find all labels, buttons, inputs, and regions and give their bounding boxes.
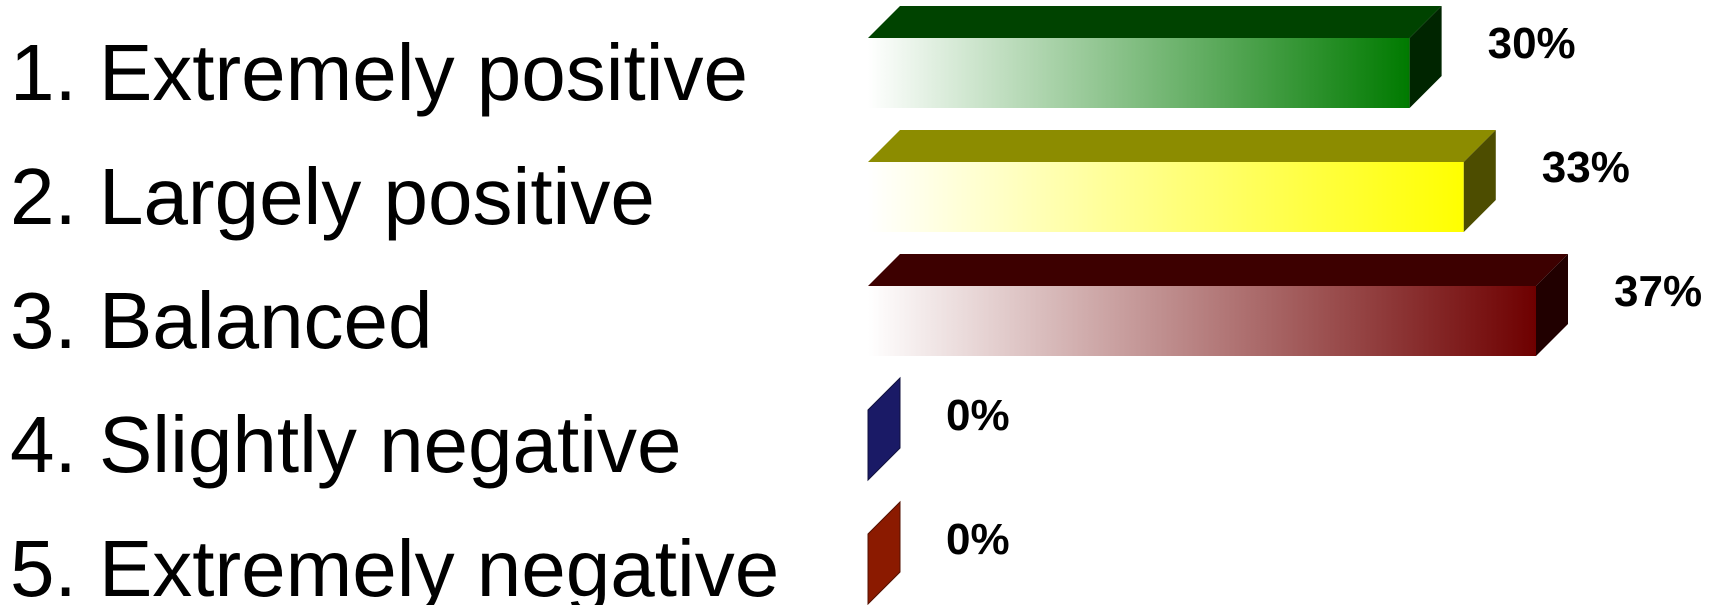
bar-side-face	[1536, 254, 1568, 356]
category-label: 4. Slightly negative	[10, 400, 682, 489]
bar-side-face	[1409, 6, 1442, 108]
bar-side-face	[1463, 130, 1496, 232]
value-label: 30%	[1488, 19, 1576, 68]
bar	[867, 500, 901, 606]
value-labels: 30% 33% 37% 0% 0%	[946, 19, 1702, 564]
value-label: 37%	[1614, 267, 1702, 316]
bar-side-face	[867, 500, 901, 606]
bar	[868, 254, 1568, 356]
value-label: 0%	[946, 391, 1010, 440]
category-label: 3. Balanced	[10, 276, 433, 365]
bar-front-face	[868, 38, 1410, 108]
category-label: 2. Largely positive	[10, 152, 655, 241]
bar-front-face	[868, 162, 1464, 232]
category-label: 5. Extremely negative	[10, 524, 779, 605]
value-label: 33%	[1542, 143, 1630, 192]
bar-top-face	[868, 6, 1442, 38]
bar-top-face	[868, 254, 1568, 286]
bar	[868, 6, 1442, 108]
value-label: 0%	[946, 515, 1010, 564]
bar	[867, 376, 901, 482]
bar	[868, 130, 1496, 232]
bar-front-face	[868, 286, 1536, 356]
bars	[867, 6, 1568, 606]
category-label: 1. Extremely positive	[10, 28, 748, 117]
category-labels: 1. Extremely positive 2. Largely positive…	[10, 28, 779, 610]
bar-side-face	[867, 376, 901, 482]
bar-top-face	[868, 130, 1496, 162]
